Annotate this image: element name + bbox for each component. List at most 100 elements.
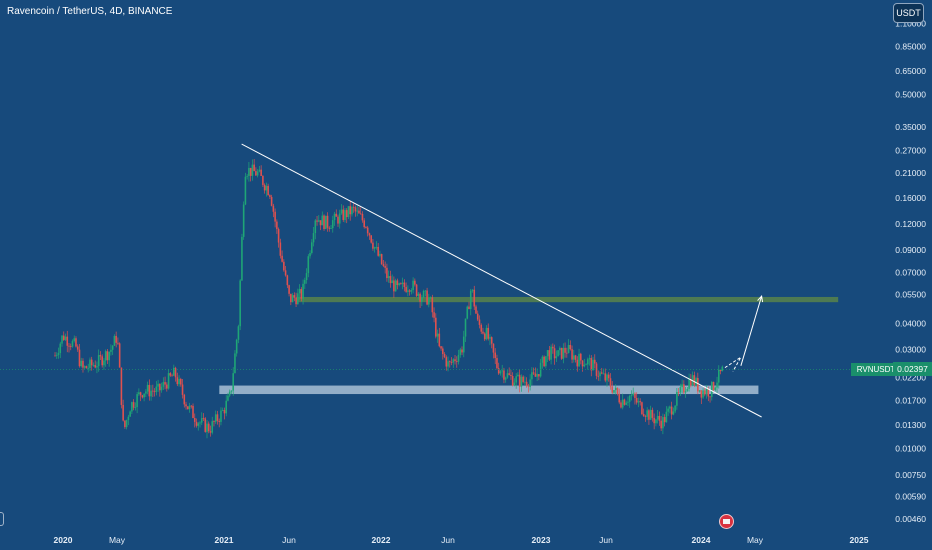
candle-body — [711, 381, 713, 397]
x-tick-label: Jun — [441, 535, 455, 545]
candle-body — [298, 289, 301, 294]
candle-body — [579, 353, 582, 361]
candle-body — [408, 290, 411, 292]
candle-body — [223, 410, 226, 414]
candle-body — [641, 402, 643, 415]
candle-body — [207, 423, 210, 432]
candle-body — [321, 215, 324, 226]
x-tick-label: Jun — [599, 535, 613, 545]
candle-body — [683, 384, 685, 393]
candle-body — [117, 342, 119, 344]
candle-body — [717, 369, 720, 383]
candle-body — [574, 355, 577, 360]
candle-body — [260, 169, 262, 176]
candle-body — [265, 185, 268, 191]
candle-body — [679, 387, 682, 393]
candle-body — [220, 410, 222, 422]
candle-body — [436, 333, 439, 337]
candle-body — [522, 376, 524, 382]
candle-body — [541, 356, 544, 363]
candle-body — [627, 401, 629, 403]
candle-body — [148, 384, 151, 397]
candle-body — [653, 417, 655, 424]
candle-body — [351, 206, 353, 215]
candle-body — [234, 353, 236, 374]
candle-body — [520, 376, 523, 387]
candle-body — [476, 313, 479, 320]
candle-body — [363, 220, 365, 228]
candle-body — [62, 335, 65, 340]
candle-body — [279, 242, 282, 256]
candle-body — [340, 209, 343, 214]
candle-body — [546, 350, 549, 357]
candle-body — [672, 411, 675, 415]
candle-body — [200, 418, 203, 423]
descending-trendline — [241, 143, 762, 418]
candle-body — [714, 387, 717, 391]
flag-icon[interactable] — [719, 514, 734, 529]
candle-body — [270, 196, 273, 206]
candle-body — [164, 382, 166, 385]
candle-body — [623, 399, 626, 405]
candle-body — [527, 385, 530, 387]
candle-body — [59, 343, 62, 354]
candle-body — [202, 418, 205, 419]
candle-body — [82, 360, 84, 368]
currency-unit-button[interactable]: USDT — [893, 3, 924, 23]
candle-body — [110, 349, 112, 352]
candle-body — [99, 355, 102, 357]
candle-body — [704, 390, 706, 395]
candle-body — [379, 254, 381, 256]
candle-body — [384, 265, 386, 268]
candle-body — [716, 382, 718, 388]
candle-body — [181, 384, 184, 395]
candle-body — [471, 289, 474, 291]
candle-body — [76, 346, 79, 350]
candle-body — [331, 220, 334, 229]
candle-body — [157, 383, 159, 387]
candle-body — [504, 377, 507, 380]
candle-body — [506, 373, 509, 378]
candle-body — [611, 386, 614, 393]
candle-body — [625, 402, 628, 405]
candle-body — [532, 372, 535, 374]
candle-body — [337, 216, 339, 224]
candle-body — [55, 354, 58, 356]
last-price-value: 0.02397 — [893, 362, 932, 376]
y-tick-label: 0.01300 — [895, 420, 926, 430]
candle-body — [719, 369, 722, 372]
candle-body — [700, 390, 703, 398]
candle-body — [431, 297, 434, 313]
candle-body — [567, 344, 570, 353]
candle-body — [244, 176, 247, 205]
candle-body — [143, 393, 145, 398]
candle-body — [686, 388, 689, 392]
candle-body — [695, 378, 697, 385]
candle-body — [97, 355, 100, 367]
candle-body — [604, 373, 607, 381]
candle-body — [138, 392, 140, 395]
panel-handle-icon[interactable] — [0, 512, 4, 526]
candle-body — [634, 393, 636, 398]
candle-body — [373, 247, 376, 249]
candle-body — [333, 213, 336, 221]
candles-layer — [54, 159, 724, 439]
candle-body — [648, 410, 650, 420]
candle-body — [125, 420, 128, 428]
candle-body — [635, 397, 638, 403]
candle-body — [445, 357, 448, 367]
candle-body — [438, 333, 441, 347]
candle-body — [529, 379, 531, 387]
candle-body — [227, 395, 229, 401]
y-tick-label: 0.35000 — [895, 122, 926, 132]
candle-body — [557, 350, 559, 357]
candle-body — [576, 359, 579, 367]
candle-body — [478, 319, 481, 325]
candle-body — [461, 349, 463, 353]
y-tick-label: 0.04000 — [895, 318, 926, 328]
candle-body — [375, 246, 378, 248]
candle-body — [681, 384, 683, 388]
candle-body — [345, 210, 348, 218]
